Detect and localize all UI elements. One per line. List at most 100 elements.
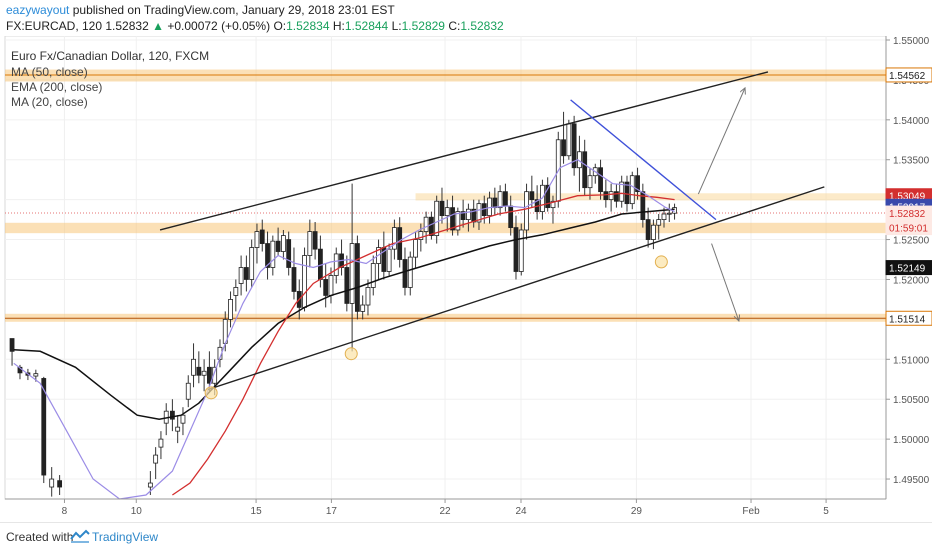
candle-body: [407, 256, 413, 288]
price-label: 1.52149: [889, 264, 926, 275]
candle-body: [270, 240, 276, 268]
time-tick-label: Feb: [742, 506, 760, 517]
last-price: 1.52832: [105, 19, 149, 33]
candle-body: [466, 208, 471, 221]
candle-body: [243, 267, 249, 280]
price-tick-label: 1.51000: [893, 355, 930, 366]
projection-arrow: [697, 88, 745, 195]
price-label-bg: [885, 260, 932, 276]
time-tick-label: 15: [251, 506, 263, 517]
candle-body: [582, 151, 588, 189]
author-link[interactable]: eazywayout: [6, 3, 70, 17]
candle-body: [397, 227, 403, 260]
candle-body: [444, 207, 450, 217]
candle-body: [619, 181, 625, 202]
candle-body: [518, 229, 524, 272]
price-label-bg: [885, 205, 932, 221]
candle-body: [413, 239, 418, 258]
legend: Euro Fx/Canadian Dollar, 120, FXCM MA (5…: [11, 49, 209, 109]
publish-info: eazywayout published on TradingView.com,…: [6, 3, 395, 17]
candle-body: [228, 299, 233, 320]
candle-body: [614, 191, 619, 202]
time-tick-label: 24: [515, 506, 527, 517]
candle-body: [608, 191, 614, 201]
price-label-bg: [885, 220, 932, 236]
candle-body: [302, 255, 307, 308]
candle-body: [423, 216, 429, 232]
candle-body: [312, 231, 318, 250]
tradingview-brand[interactable]: TradingView: [92, 530, 159, 544]
candle-body: [629, 175, 635, 205]
touch-marker: [204, 386, 218, 400]
high-label: H:: [332, 19, 345, 33]
candle-body: [206, 366, 212, 384]
candle-body: [450, 207, 455, 231]
candle-body: [640, 191, 646, 221]
candle-body: [349, 243, 355, 304]
quote-line: FX:EURCAD, 120 1.52832 ▲ +0.00072 (+0.05…: [6, 19, 504, 33]
candle-body: [429, 216, 434, 236]
candle-body: [344, 267, 350, 304]
ema200-line: [172, 192, 675, 496]
time-tick-label: 22: [439, 506, 451, 517]
candle-body: [153, 454, 159, 464]
candle-body: [41, 378, 47, 476]
price-axis[interactable]: 1.550001.545001.540001.535001.530001.525…: [885, 36, 932, 499]
price-chart[interactable]: 1.550001.545001.540001.535001.530001.525…: [0, 36, 932, 522]
candle-body: [460, 211, 466, 221]
close-label: C:: [448, 19, 461, 33]
time-tick-label: 17: [326, 506, 338, 517]
projection-arrow: [711, 243, 739, 321]
candle-body: [476, 203, 482, 223]
touch-marker: [654, 255, 668, 269]
candle-body: [291, 267, 297, 292]
price-tick-label: 1.52000: [893, 275, 930, 286]
price-label: 1.53049: [889, 192, 926, 203]
candle-body: [49, 478, 55, 488]
low-value: 1.52829: [401, 19, 445, 33]
tradingview-logo-icon: [70, 529, 90, 543]
ma50-line: [13, 208, 675, 420]
created-with-text: Created with: [6, 530, 74, 544]
time-axis[interactable]: 8 10 15 17 22 24 29 Feb 5: [5, 498, 886, 517]
candle-body: [307, 231, 313, 256]
candle-body: [370, 263, 376, 288]
close-value: 1.52832: [460, 19, 504, 33]
candle-body: [158, 438, 164, 448]
candle-body: [360, 304, 366, 312]
candle-body: [328, 275, 334, 296]
candle-body: [323, 279, 329, 296]
candle-body: [439, 200, 445, 217]
change-value: +0.00072 (+0.05%): [167, 19, 271, 33]
published-text: published on TradingView.com, January 29…: [72, 3, 395, 17]
candle-body: [561, 139, 566, 157]
time-tick-label: 8: [62, 506, 68, 517]
price-label-bg: [885, 310, 932, 326]
candle-body: [492, 197, 498, 209]
candle-body: [185, 382, 191, 400]
candle-body: [365, 287, 371, 306]
zone-band: [5, 222, 886, 234]
candle-body: [545, 184, 551, 209]
up-arrow-icon: ▲: [152, 19, 164, 33]
candle-body: [587, 175, 593, 189]
candle-body: [33, 373, 39, 377]
candle-body: [9, 338, 15, 352]
price-label: 01:59:01: [889, 224, 928, 235]
time-tick-label: 10: [131, 506, 143, 517]
candle-body: [666, 212, 672, 215]
touch-marker: [344, 347, 358, 361]
legend-ema200: EMA (200, close): [11, 80, 102, 94]
candle-body: [513, 227, 519, 272]
trend-line: [159, 71, 769, 231]
candle-body: [180, 414, 186, 424]
trend-line: [207, 186, 825, 391]
candle-body: [275, 240, 281, 252]
open-value: 1.52834: [286, 19, 330, 33]
candle-body: [259, 229, 265, 244]
candle-body: [529, 191, 535, 201]
footer: Created with TradingView: [0, 522, 932, 551]
candle-body: [386, 248, 392, 272]
candle-body: [249, 247, 255, 280]
price-tick-label: 1.50500: [893, 395, 930, 406]
